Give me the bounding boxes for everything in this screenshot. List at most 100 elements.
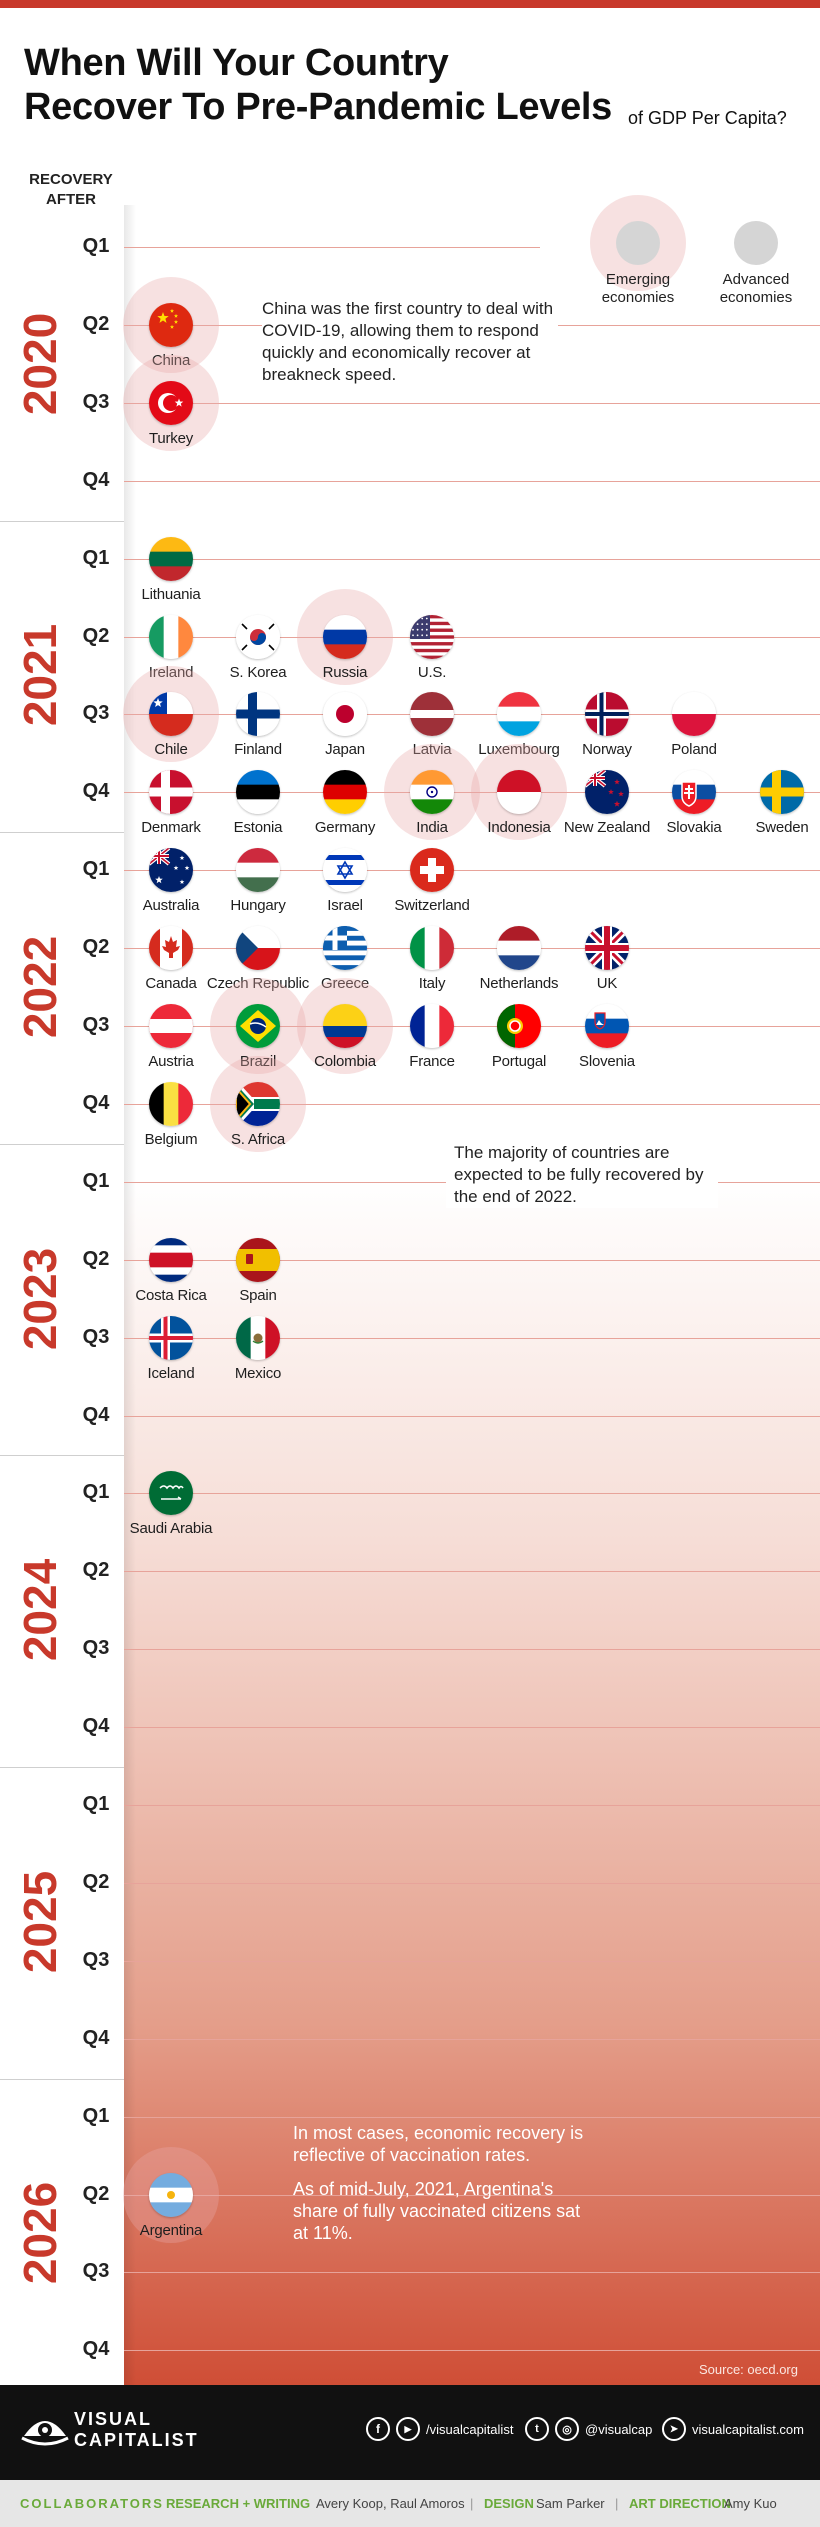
flag-saudi-arabia-icon <box>149 1471 193 1516</box>
flag-ireland-icon <box>149 614 193 659</box>
flag-greece-icon <box>323 926 367 971</box>
quarter-label-2023-q1: Q1 <box>82 1169 110 1192</box>
quarter-label-2021-q2: Q2 <box>82 624 110 647</box>
flag-japan-icon <box>323 692 367 737</box>
flag-hungary-icon <box>236 848 280 893</box>
country-label-hungary: Hungary <box>230 897 286 915</box>
research-role: RESEARCH + WRITING <box>166 2496 311 2511</box>
country-label-belgium: Belgium <box>144 1130 198 1148</box>
quarter-gridline <box>124 2272 820 2274</box>
quarter-gridline <box>124 636 820 638</box>
country-label-s-africa: S. Africa <box>230 1130 286 1148</box>
country-label-slovakia: Slovakia <box>666 819 722 837</box>
country-label-ireland: Ireland <box>148 663 194 681</box>
country-label-norway: Norway <box>582 741 632 759</box>
flag-israel-icon <box>323 848 367 893</box>
flag-mexico-icon <box>236 1315 280 1360</box>
quarter-label-2026-q4: Q4 <box>82 2338 110 2361</box>
quarter-gridline <box>124 1571 820 1573</box>
country-label-lithuania: Lithuania <box>141 585 201 603</box>
year-label-2022: 2022 <box>14 935 66 1039</box>
legend-advanced-label: Advanced economies <box>719 271 793 306</box>
quarter-gridline <box>124 1727 820 1729</box>
twitter-icon[interactable]: t <box>525 2417 549 2441</box>
country-label-greece: Greece <box>321 975 369 993</box>
flag-poland-icon <box>672 692 716 737</box>
legend-emerging-circle <box>616 221 660 265</box>
country-label-s-korea: S. Korea <box>229 663 287 681</box>
quarter-label-2020-q4: Q4 <box>82 468 110 491</box>
flag-austria-icon <box>149 1004 193 1048</box>
flag-luxembourg-icon <box>497 692 541 737</box>
year-separator <box>0 1455 124 1457</box>
quarter-label-2024-q4: Q4 <box>82 1715 110 1738</box>
flag-slovakia-icon <box>672 770 716 815</box>
facebook-icon[interactable]: f <box>366 2417 390 2441</box>
country-label-brazil: Brazil <box>239 1053 277 1070</box>
flag-latvia-icon <box>410 692 454 737</box>
year-separator <box>0 1767 124 1768</box>
design-names: Sam Parker <box>536 2496 605 2511</box>
year-label-2021: 2021 <box>14 624 66 727</box>
flag-chile-icon <box>149 692 193 737</box>
quarter-gridline <box>124 948 820 950</box>
country-label-new-zealand: New Zealand <box>563 819 651 837</box>
quarter-gridline <box>124 558 820 560</box>
country-label-germany: Germany <box>314 819 376 837</box>
quarter-gridline <box>124 792 820 794</box>
flag-estonia-icon <box>236 770 280 815</box>
year-separator <box>0 520 124 522</box>
flag-norway-icon <box>585 692 629 737</box>
flag-u-s-icon <box>410 614 454 659</box>
logo-word-visual: VISUAL <box>74 2409 153 2429</box>
quarter-gridline <box>124 1805 820 1806</box>
flag-s-africa-icon <box>236 1081 280 1126</box>
country-label-indonesia: Indonesia <box>487 819 551 837</box>
argentina-note: As of mid-July, 2021, Argentina's share … <box>293 2179 581 2243</box>
flag-lithuania-icon <box>149 536 193 581</box>
quarter-gridline <box>124 2116 820 2118</box>
country-label-estonia: Estonia <box>233 819 283 837</box>
flag-s-korea-icon <box>236 614 280 659</box>
quarter-gridline <box>124 247 540 248</box>
country-label-u-s: U.S. <box>417 663 447 681</box>
country-label-italy: Italy <box>418 975 446 993</box>
recovery-after-header: RECOVERY AFTER <box>26 170 116 210</box>
quarter-label-2020-q2: Q2 <box>82 312 110 335</box>
country-label-france: France <box>409 1053 455 1070</box>
quarter-label-2022-q4: Q4 <box>82 1091 110 1114</box>
credits-bar <box>0 2480 820 2527</box>
quarter-label-2025-q1: Q1 <box>82 1793 110 1815</box>
twitter-instagram-handle[interactable]: @visualcap <box>585 2422 653 2437</box>
logo-word-capitalist: CAPITALIST <box>74 2430 199 2450</box>
quarter-label-2024-q1: Q1 <box>82 1481 110 1504</box>
flag-costa-rica-icon <box>149 1237 193 1282</box>
instagram-icon[interactable]: ◎ <box>555 2417 579 2441</box>
flag-colombia-icon <box>323 1004 367 1048</box>
china-note: China was the first country to deal with… <box>262 298 558 386</box>
quarter-label-2022-q2: Q2 <box>82 936 110 959</box>
country-label-argentina: Argentina <box>139 2221 203 2239</box>
quarter-gridline <box>124 1103 820 1105</box>
country-label-portugal: Portugal <box>491 1053 547 1070</box>
facebook-youtube-handle[interactable]: /visualcapitalist <box>426 2422 514 2437</box>
country-label-netherlands: Netherlands <box>479 975 559 993</box>
quarter-label-2024-q2: Q2 <box>82 1559 110 1582</box>
year-separator <box>0 832 124 834</box>
quarter-label-2020-q3: Q3 <box>82 390 110 413</box>
quarter-gridline <box>124 1026 820 1027</box>
year-label-2024: 2024 <box>14 1559 66 1662</box>
flag-uk-icon <box>585 926 629 971</box>
country-label-switzerland: Switzerland <box>394 897 470 915</box>
country-label-turkey: Turkey <box>148 429 194 447</box>
flag-slovenia-icon <box>585 1004 629 1048</box>
year-label-2023: 2023 <box>14 1247 66 1350</box>
country-label-russia: Russia <box>322 663 368 681</box>
website-link[interactable]: visualcapitalist.com <box>692 2422 804 2437</box>
flag-sweden-icon <box>760 770 804 815</box>
flag-australia-icon <box>149 848 193 893</box>
cursor-icon[interactable]: ➤ <box>662 2417 686 2441</box>
youtube-icon[interactable]: ▶ <box>396 2417 420 2441</box>
country-label-chile: Chile <box>154 741 188 759</box>
